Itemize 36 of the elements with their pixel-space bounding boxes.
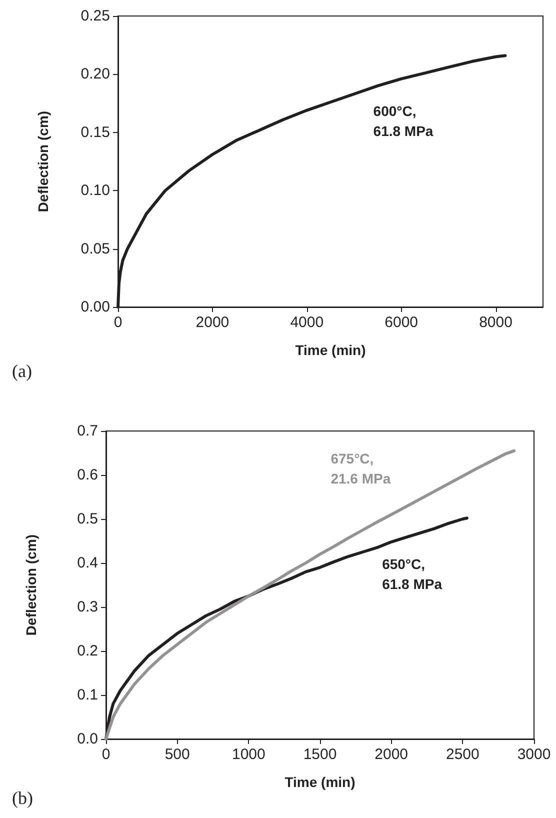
x-tick-label: 6000 [384,314,418,331]
series-label: 675°C, 21.6 MPa [330,450,391,486]
x-axis-title: Time (min) [295,342,366,358]
y-tick-label: 0.5 [77,510,98,528]
series-label: 600°C, 61.8 MPa [373,102,434,139]
series-label: 650°C, 61.8 MPa [382,556,442,592]
x-axis-title: Time (min) [284,774,356,790]
x-tick-label: 1000 [232,746,266,763]
x-tick-label: 4000 [290,314,324,331]
x-tick-label: 2500 [446,746,480,763]
y-tick-label: 0.2 [77,642,98,660]
x-tick-label: 0 [102,746,110,763]
y-tick-label: 0.3 [77,598,98,616]
x-tick-label: 1500 [303,746,337,763]
line-series [104,449,516,740]
y-tick-label: 0.25 [80,8,110,24]
y-axis-title: Deflection (cm) [23,534,39,636]
x-tick-label: 500 [164,746,190,763]
x-tick-label: 2000 [374,746,408,763]
y-tick-label: 0.6 [77,466,98,484]
y-tick-label: 0.00 [80,298,110,316]
y-tick-label: 0.15 [80,124,110,141]
y-tick-label: 0.05 [80,240,110,258]
x-tick-label: 8000 [479,314,512,331]
y-tick-label: 0.4 [77,554,98,572]
text: (b) [12,788,33,808]
y-tick-label: 0.20 [80,66,110,83]
y-tick-label: 0.1 [77,686,98,704]
x-tick-label: 3000 [517,746,551,763]
text: (a) [12,361,32,381]
x-tick-label: 2000 [196,314,230,331]
x-tick-label: 0 [114,314,122,331]
y-axis-title: Deflection (cm) [35,110,51,212]
y-tick-label: 0.10 [80,182,110,200]
y-tick-label: 0.7 [77,422,98,440]
y-tick-label: 0.0 [77,730,98,748]
